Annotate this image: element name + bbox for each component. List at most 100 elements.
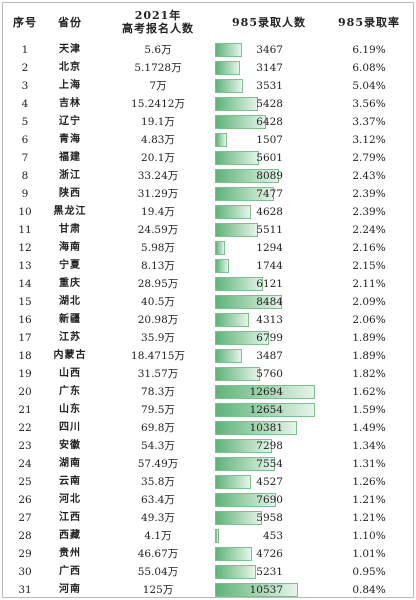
row-registrants: 20.98万 xyxy=(137,314,179,326)
count-data-bar xyxy=(215,313,249,327)
table-row: 13 宁夏 8.13万 1744 2.15% xyxy=(3,257,413,275)
row-985-rate: 2.09% xyxy=(352,296,386,308)
count-data-bar xyxy=(215,421,297,435)
row-seq: 31 xyxy=(18,584,32,596)
row-province: 北京 xyxy=(59,62,81,73)
row-seq: 11 xyxy=(18,224,32,236)
row-registrants: 125万 xyxy=(142,584,174,596)
table-row: 23 安徽 54.3万 7298 1.34% xyxy=(3,437,413,455)
row-985-count: 8484 xyxy=(215,293,323,311)
row-985-rate: 3.56% xyxy=(352,98,386,110)
table-row: 14 重庆 28.95万 6121 2.11% xyxy=(3,275,413,293)
row-seq: 10 xyxy=(18,206,32,218)
row-seq: 13 xyxy=(18,260,32,272)
row-seq: 18 xyxy=(18,350,32,362)
header-province: 省份 xyxy=(58,15,82,29)
header-registrants-line2: 高考报名人数 xyxy=(122,22,194,35)
row-985-count-value: 3467 xyxy=(256,44,283,56)
row-seq: 14 xyxy=(18,278,32,290)
row-985-rate: 2.24% xyxy=(352,224,386,236)
row-seq: 7 xyxy=(21,152,29,164)
table-row: 26 河北 63.4万 7690 1.21% xyxy=(3,491,413,509)
row-985-count-value: 5511 xyxy=(256,224,283,236)
row-985-rate: 1.01% xyxy=(352,548,386,560)
row-province: 吉林 xyxy=(59,98,81,109)
row-province: 新疆 xyxy=(59,314,81,325)
row-985-count-value: 1294 xyxy=(256,242,283,254)
row-985-count: 5511 xyxy=(215,221,323,239)
row-seq: 22 xyxy=(18,422,32,434)
row-seq: 26 xyxy=(18,494,32,506)
table-row: 16 新疆 20.98万 4313 2.06% xyxy=(3,311,413,329)
row-985-rate: 1.26% xyxy=(352,476,386,488)
row-985-rate: 2.39% xyxy=(352,188,386,200)
header-985-count: 985录取人数 xyxy=(232,15,306,29)
count-data-bar xyxy=(215,115,266,129)
row-985-count: 7690 xyxy=(215,491,323,509)
row-province: 贵州 xyxy=(59,548,81,559)
row-registrants: 35.9万 xyxy=(141,332,175,344)
row-registrants: 5.6万 xyxy=(144,44,172,56)
row-985-rate: 2.06% xyxy=(352,314,386,326)
row-985-count: 3531 xyxy=(215,77,323,95)
row-seq: 4 xyxy=(21,98,29,110)
row-985-count-value: 1744 xyxy=(256,260,283,272)
count-data-bar xyxy=(215,457,275,471)
row-985-rate: 1.82% xyxy=(352,368,386,380)
row-985-rate: 2.16% xyxy=(352,242,386,254)
row-985-count: 1507 xyxy=(215,131,323,149)
row-province: 黑龙江 xyxy=(53,206,87,217)
row-985-count: 3487 xyxy=(215,347,323,365)
row-985-count: 8089 xyxy=(215,167,323,185)
row-registrants: 63.4万 xyxy=(141,494,175,506)
count-data-bar xyxy=(215,61,240,75)
row-985-rate: 1.89% xyxy=(352,332,386,344)
row-province: 广西 xyxy=(59,566,81,577)
count-data-bar xyxy=(215,133,227,147)
row-985-count: 5601 xyxy=(215,149,323,167)
row-province: 四川 xyxy=(59,422,81,433)
row-985-count: 10537 xyxy=(215,581,323,599)
row-province: 江西 xyxy=(59,512,81,523)
row-seq: 21 xyxy=(18,404,32,416)
table-row: 20 广东 78.3万 12694 1.62% xyxy=(3,383,413,401)
row-985-count: 4726 xyxy=(215,545,323,563)
count-data-bar xyxy=(215,169,279,183)
row-registrants: 24.59万 xyxy=(137,224,179,236)
header-registrants-line1: 2021年 xyxy=(134,9,182,22)
row-985-rate: 1.21% xyxy=(352,494,386,506)
row-985-count-value: 3487 xyxy=(256,350,283,362)
count-data-bar xyxy=(215,583,298,597)
count-data-bar xyxy=(215,43,242,57)
count-data-bar xyxy=(215,223,258,237)
row-province: 安徽 xyxy=(59,440,81,451)
row-985-count-value: 7554 xyxy=(256,458,283,470)
row-985-rate: 3.12% xyxy=(352,134,386,146)
count-data-bar xyxy=(215,403,315,417)
count-data-bar xyxy=(215,511,262,525)
row-registrants: 40.5万 xyxy=(141,296,175,308)
count-data-bar xyxy=(215,547,252,561)
row-seq: 5 xyxy=(21,116,29,128)
row-registrants: 15.2412万 xyxy=(131,98,185,110)
count-data-bar xyxy=(215,241,225,255)
row-985-rate: 2.39% xyxy=(352,206,386,218)
count-data-bar xyxy=(215,79,243,93)
count-data-bar xyxy=(215,367,260,381)
row-985-count: 1294 xyxy=(215,239,323,257)
row-985-count-value: 8089 xyxy=(256,170,283,182)
row-seq: 24 xyxy=(18,458,32,470)
row-province: 海南 xyxy=(59,242,81,253)
row-985-rate: 3.37% xyxy=(352,116,386,128)
row-985-rate: 1.21% xyxy=(352,512,386,524)
row-seq: 2 xyxy=(21,62,29,74)
table-row: 30 广西 55.04万 5231 0.95% xyxy=(3,563,413,581)
row-seq: 25 xyxy=(18,476,32,488)
row-985-count-value: 5428 xyxy=(256,98,283,110)
row-985-count-value: 5958 xyxy=(256,512,283,524)
row-985-rate: 2.15% xyxy=(352,260,386,272)
table-row: 18 内蒙古 18.4715万 3487 1.89% xyxy=(3,347,413,365)
header-985-rate: 985录取率 xyxy=(338,15,400,29)
row-985-count: 7477 xyxy=(215,185,323,203)
